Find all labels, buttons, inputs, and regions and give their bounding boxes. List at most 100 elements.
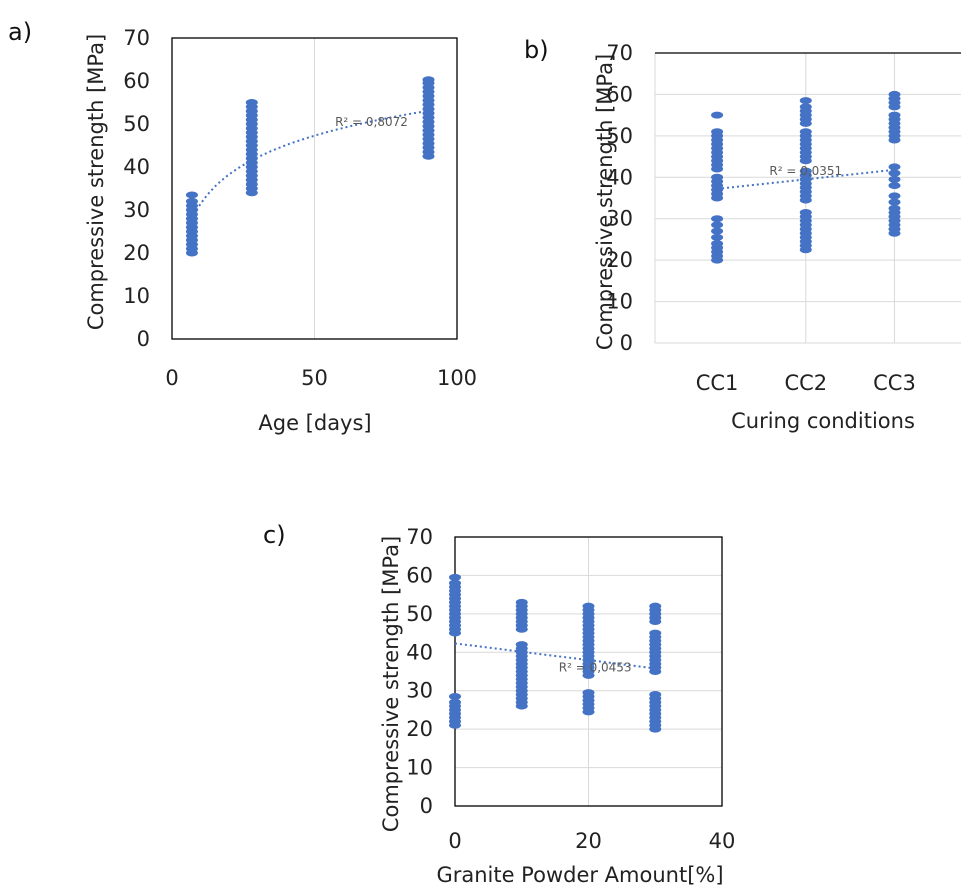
x-tick-label: 20: [575, 829, 602, 853]
data-point: [185, 191, 198, 199]
panel-label: b): [524, 36, 549, 64]
x-tick-label: 40: [709, 829, 736, 853]
data-point: [711, 128, 724, 136]
data-point: [799, 128, 812, 136]
y-axis-title: Compressive strength [MPa]: [379, 536, 403, 832]
data-point: [582, 602, 595, 610]
y-tick-labels: 0 10 20 30 40 50 60 70: [406, 525, 433, 818]
data-point: [799, 103, 812, 111]
chart-panel-c: c) 0 10 20 30 40 50 60 70 0 20 40 R² = 0,0453 Gra…: [263, 521, 735, 887]
x-tick-label: 100: [437, 366, 477, 390]
data-point: [515, 641, 528, 649]
data-point: [711, 221, 724, 229]
x-axis-title: Age [days]: [258, 411, 371, 435]
y-tick-label: 20: [123, 241, 150, 265]
y-tick-label: 20: [406, 717, 433, 741]
trendline-path: [454, 642, 656, 670]
data-point: [711, 111, 724, 119]
y-tick-label: 60: [606, 82, 633, 106]
y-tick-labels: 0 10 20 30 40 50 60 70: [123, 26, 150, 351]
x-axis-title: Curing conditions: [731, 409, 915, 433]
data-point: [888, 175, 901, 183]
data-point: [711, 215, 724, 223]
data-point: [888, 204, 901, 212]
x-tick-label: CC1: [696, 371, 739, 395]
data-point: [711, 240, 724, 248]
data-point: [449, 692, 461, 700]
y-tick-label: 10: [606, 290, 633, 314]
gridlines: [654, 52, 961, 344]
plot-frame: [454, 536, 723, 807]
data-point: [449, 698, 461, 706]
chart-panel-b: b) 0 10 20 30 40 50 60 70 CC1 CC2 CC3 R² = 0,0351…: [524, 36, 961, 433]
data-point: [799, 209, 812, 216]
y-tick-label: 40: [606, 165, 633, 189]
panel-label: a): [8, 18, 32, 46]
y-tick-label: 70: [406, 525, 433, 549]
y-tick-label: 30: [406, 679, 433, 703]
data-point: [799, 97, 812, 105]
data-point: [799, 167, 812, 175]
data-point: [711, 173, 724, 181]
data-point: [649, 629, 662, 637]
data-point: [422, 76, 435, 84]
y-tick-label: 10: [406, 756, 433, 780]
x-axis-title: Granite Powder Amount[%]: [436, 863, 723, 887]
data-point: [711, 233, 724, 241]
y-tick-label: 60: [123, 69, 150, 93]
x-tick-labels: 0 20 40: [448, 829, 735, 853]
y-tick-label: 30: [606, 207, 633, 231]
y-tick-label: 0: [420, 794, 433, 818]
r-squared-label: R² = 0,0453: [559, 661, 632, 675]
y-tick-label: 60: [406, 563, 433, 587]
y-tick-label: 0: [137, 327, 150, 351]
data-point: [449, 579, 461, 587]
y-tick-label: 70: [123, 26, 150, 50]
data-points: [711, 90, 901, 264]
trendline: [454, 642, 656, 670]
data-point: [185, 197, 198, 205]
panel-label: c): [263, 521, 286, 549]
trendline-path: [191, 109, 429, 220]
y-tick-label: 70: [606, 41, 633, 65]
x-tick-label: CC2: [784, 371, 827, 395]
data-point: [449, 573, 461, 581]
chart-panel-a: a) 0 10 20 30 40 50 60 70 0 50 100 R² = 0,8072 Ag…: [8, 18, 477, 435]
data-point: [888, 111, 901, 119]
y-tick-label: 40: [406, 640, 433, 664]
y-tick-label: 20: [606, 248, 633, 272]
data-point: [888, 192, 901, 200]
y-axis-title: Compressive strength [MPa]: [84, 34, 108, 330]
data-point: [888, 169, 901, 177]
y-axis-title: Compressive strength [MPa]: [593, 54, 617, 350]
trendline: [191, 109, 429, 220]
data-point: [888, 182, 901, 190]
x-tick-label: 0: [165, 366, 178, 390]
y-tick-label: 50: [406, 602, 433, 626]
data-point: [515, 598, 528, 606]
x-tick-labels: CC1 CC2 CC3: [696, 371, 916, 395]
data-point: [245, 99, 258, 106]
r-squared-label: R² = 0,8072: [335, 115, 408, 129]
data-point: [711, 227, 724, 235]
gridlines: [171, 37, 458, 340]
plot-frame: [171, 37, 458, 340]
y-tick-labels: 0 10 20 30 40 50 60 70: [606, 41, 633, 355]
data-point: [649, 691, 662, 699]
y-tick-label: 50: [606, 124, 633, 148]
r-squared-label: R² = 0,0351: [769, 164, 842, 178]
x-tick-labels: 0 50 100: [165, 366, 477, 390]
data-points: [449, 573, 662, 733]
x-tick-label: 50: [301, 366, 328, 390]
data-point: [888, 90, 901, 98]
y-tick-label: 50: [123, 112, 150, 136]
y-tick-label: 40: [123, 155, 150, 179]
data-point: [582, 689, 595, 697]
data-point: [649, 602, 662, 610]
data-point: [888, 163, 901, 171]
y-tick-label: 30: [123, 198, 150, 222]
x-tick-label: CC3: [873, 371, 916, 395]
data-points: [185, 76, 435, 257]
y-tick-label: 0: [620, 331, 633, 355]
